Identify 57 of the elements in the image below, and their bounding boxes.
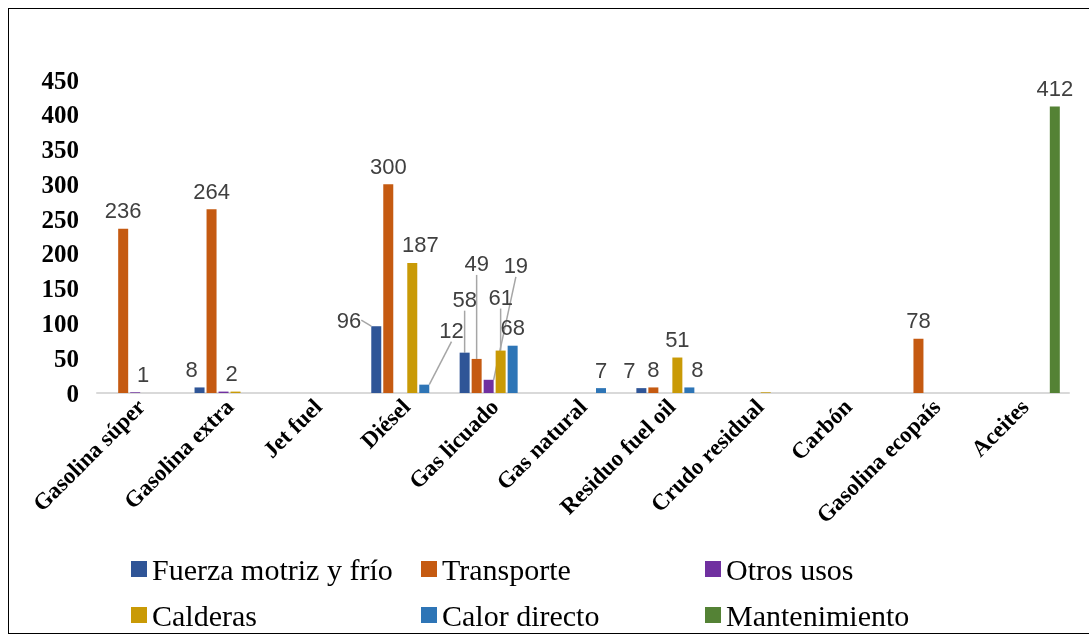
bar <box>672 357 683 393</box>
data-label: 58 <box>452 287 477 313</box>
data-label: 2 <box>225 361 238 387</box>
bar <box>636 388 647 393</box>
bar <box>913 338 924 393</box>
data-label: 8 <box>647 356 660 382</box>
data-label: 96 <box>336 307 362 333</box>
y-tick-label: 300 <box>41 170 79 198</box>
y-tick-label: 400 <box>41 101 79 129</box>
legend-label: Fuerza motriz y frío <box>152 552 393 586</box>
bar <box>648 387 659 393</box>
y-tick-label: 200 <box>41 240 79 268</box>
legend-label: Mantenimiento <box>726 598 910 632</box>
y-tick-label: 350 <box>41 136 79 164</box>
bar <box>383 184 394 393</box>
data-label: 8 <box>185 356 198 382</box>
data-label: 68 <box>500 315 525 341</box>
bar <box>371 326 382 393</box>
data-label: 264 <box>193 178 230 204</box>
data-label: 51 <box>665 327 690 353</box>
data-label: 49 <box>464 251 489 277</box>
bar <box>596 388 606 393</box>
data-label: 236 <box>104 198 142 224</box>
data-label: 187 <box>401 232 439 258</box>
y-tick-label: 150 <box>41 275 79 303</box>
x-tick-label: Jet fuel <box>258 394 327 463</box>
bar <box>419 384 430 393</box>
data-label: 19 <box>503 253 529 279</box>
legend-label: Calderas <box>152 598 257 632</box>
bar <box>471 358 482 393</box>
legend-label: Calor directo <box>442 598 600 632</box>
bar <box>483 379 494 393</box>
data-label: 61 <box>488 285 513 311</box>
legend-label: Transporte <box>442 552 571 586</box>
data-label: 1 <box>137 361 150 387</box>
bar <box>459 352 470 393</box>
y-tick-label: 250 <box>41 205 79 233</box>
bar <box>118 228 129 393</box>
bar <box>407 262 418 393</box>
data-label: 300 <box>369 153 407 179</box>
bar <box>1049 106 1060 393</box>
bar <box>194 387 205 393</box>
data-label: 8 <box>691 356 704 382</box>
data-label: 7 <box>623 357 636 383</box>
legend-label: Otros usos <box>726 552 854 586</box>
bar <box>495 350 506 393</box>
y-tick-label: 0 <box>66 379 79 407</box>
bar <box>206 209 217 393</box>
y-tick-label: 450 <box>41 66 79 94</box>
y-tick-label: 100 <box>41 309 79 337</box>
data-label: 412 <box>1036 75 1074 101</box>
data-label: 12 <box>439 318 464 344</box>
bar <box>507 345 518 393</box>
data-label: 7 <box>594 357 608 383</box>
bar <box>684 387 695 393</box>
y-tick-label: 50 <box>54 344 79 372</box>
data-label: 78 <box>906 308 931 334</box>
